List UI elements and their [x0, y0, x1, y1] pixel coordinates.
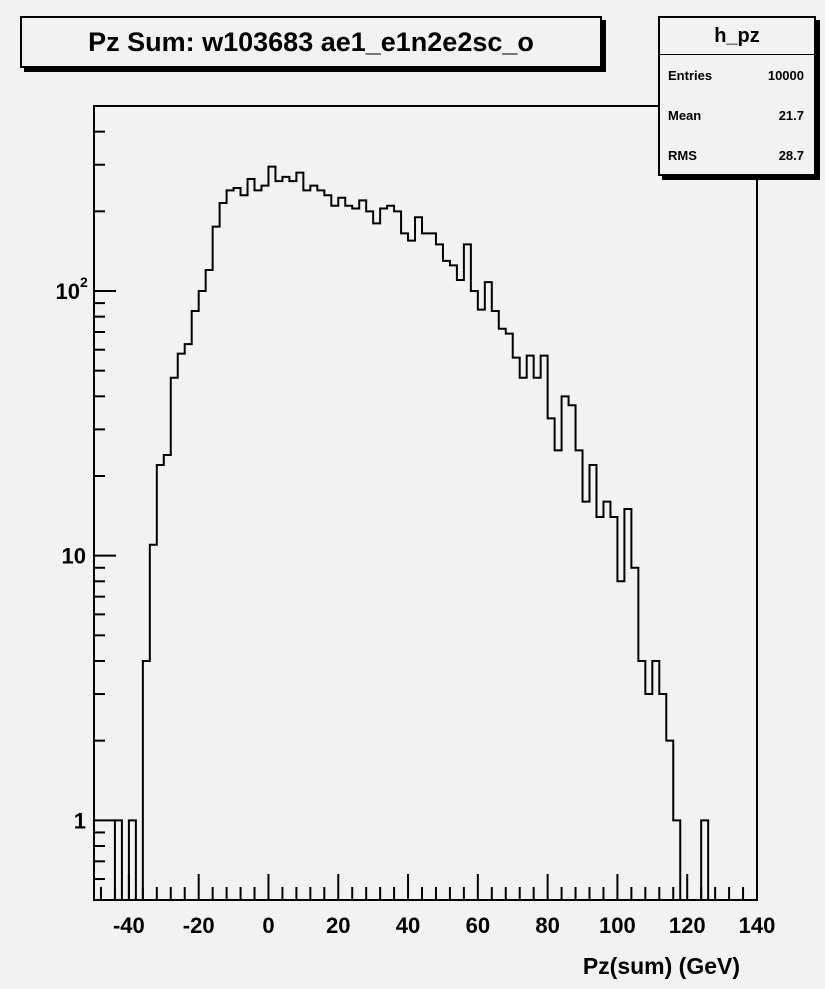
y-tick-exponent: 2	[80, 274, 88, 290]
chart-title: Pz Sum: w103683 ae1_e1n2e2sc_o	[20, 16, 602, 68]
x-tick-label: -40	[113, 913, 145, 938]
stats-histogram-name: h_pz	[660, 18, 814, 55]
x-tick-label: 0	[262, 913, 274, 938]
stats-row-rms: RMS 28.7	[660, 135, 814, 175]
stats-value: 28.7	[778, 147, 804, 163]
x-tick-label: 60	[466, 913, 490, 938]
stats-label: RMS	[668, 147, 697, 163]
x-axis: -40 -20 0 20 40 60 80 100 120 140	[99, 874, 776, 938]
stats-value: 21.7	[778, 107, 804, 123]
histogram-outline	[113, 165, 716, 901]
x-tick-label: 120	[669, 913, 706, 938]
x-tick-label: 100	[599, 913, 636, 938]
stats-row-entries: Entries 10000	[660, 55, 814, 95]
stats-box: h_pz Entries 10000 Mean 21.7 RMS 28.7	[658, 16, 816, 176]
stats-value: 10000	[767, 67, 804, 83]
x-tick-label: -20	[183, 913, 215, 938]
stats-label: Entries	[668, 67, 713, 83]
y-tick-label: 1	[74, 808, 86, 833]
y-tick-label: 10	[56, 279, 80, 304]
stats-label: Mean	[668, 107, 702, 123]
x-tick-label: 40	[396, 913, 420, 938]
stats-row-mean: Mean 21.7	[660, 95, 814, 135]
y-tick-label: 10	[62, 544, 86, 569]
plot-frame	[93, 105, 758, 901]
x-axis-label: Pz(sum) (GeV)	[583, 953, 740, 979]
x-tick-label: 80	[535, 913, 559, 938]
x-tick-label: 140	[739, 913, 776, 938]
x-tick-label: 20	[326, 913, 350, 938]
